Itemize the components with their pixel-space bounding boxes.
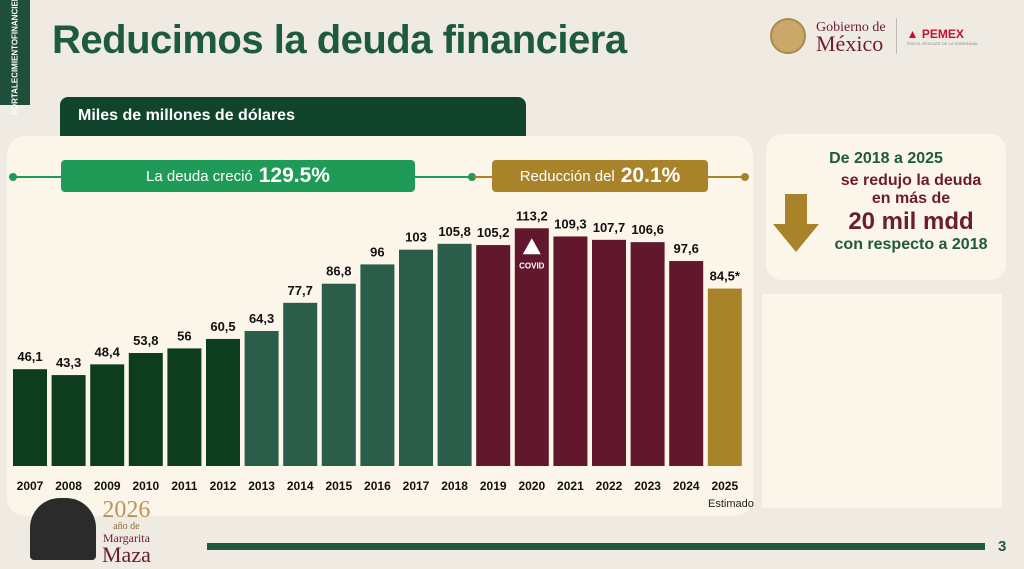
bar-2010 (128, 353, 163, 466)
x-tick-label: 2010 (132, 479, 159, 493)
x-tick-label: 2009 (94, 479, 121, 493)
growth-start-dot (9, 173, 17, 181)
page-title: Reducimos la deuda financiera (52, 18, 627, 62)
x-tick-label: 2025 (711, 479, 738, 493)
data-label: 64,3 (249, 311, 274, 326)
data-label: 97,6 (674, 241, 699, 256)
data-label: 60,5 (210, 319, 235, 334)
callout-highlight: 20 mil mdd (848, 208, 974, 235)
x-tick-label: 2011 (171, 479, 197, 493)
data-label: 86,8 (326, 264, 351, 279)
x-tick-label: 2015 (325, 479, 352, 493)
x-tick-label: 2020 (518, 479, 545, 493)
page-number: 3 (998, 538, 1007, 555)
callout-line: se redujo la deuda (840, 172, 982, 189)
data-label: 43,3 (56, 355, 81, 370)
x-tick-label: 2023 (634, 479, 661, 493)
x-tick-label: 2022 (596, 479, 623, 493)
bar-2020 (514, 228, 549, 466)
down-arrow-icon (773, 194, 819, 252)
bar-2023 (630, 242, 665, 466)
data-label: 105,2 (477, 225, 510, 240)
bar-2017 (399, 249, 433, 466)
divider (895, 18, 897, 54)
x-tick-label: 2024 (673, 479, 700, 493)
data-label: 106,6 (631, 222, 664, 237)
blank-panel (762, 294, 1002, 508)
data-label: 46,1 (17, 349, 42, 364)
gobierno-logo: Gobierno de México (816, 20, 886, 56)
data-label: 103 (405, 230, 427, 245)
bar-2011 (167, 348, 202, 466)
x-tick-label: 2007 (17, 479, 44, 493)
data-label: 96 (370, 244, 384, 259)
covid-triangle-icon (522, 238, 541, 255)
bar-2014 (283, 302, 318, 466)
data-label: 53,8 (133, 333, 158, 348)
estimate-note: Estimado (708, 498, 754, 510)
pemex-logo: ▲ PEMEX POR EL RESCATE DE LA SOBERANÍA (906, 26, 978, 46)
data-label: 113,2 (516, 208, 548, 223)
portrait-image (30, 498, 96, 560)
bar-2009 (90, 364, 125, 466)
x-tick-label: 2021 (557, 479, 584, 493)
footer-bar (207, 543, 985, 550)
callout-line: con respecto a 2018 (834, 236, 988, 253)
x-tick-label: 2012 (210, 479, 237, 493)
bar-2025 (707, 288, 742, 466)
bar-2007 (13, 369, 47, 466)
bar-2021 (553, 236, 588, 466)
data-label: 109,3 (554, 216, 587, 231)
bar-2008 (51, 375, 86, 466)
data-label: 105,8 (438, 224, 471, 239)
x-tick-label: 2019 (480, 479, 507, 493)
bar-2024 (669, 261, 704, 466)
x-tick-label: 2014 (287, 479, 314, 493)
bar-2019 (476, 245, 511, 466)
mexico-seal-icon (770, 18, 806, 54)
growth-end-dot (468, 173, 476, 181)
x-tick-label: 2016 (364, 479, 391, 493)
bar-2022 (592, 239, 626, 466)
x-tick-label: 2008 (55, 479, 82, 493)
reduction-end-dot (741, 173, 749, 181)
x-tick-label: 2013 (248, 479, 275, 493)
data-label: 48,4 (95, 344, 121, 359)
data-label: 77,7 (288, 283, 313, 298)
bar-chart: 46,1 2007 43,3 2008 48,4 2009 53,8 2010 56 2011 60… (13, 208, 742, 493)
growth-badge: La deuda creció 129.5% (61, 160, 415, 192)
data-label: 107,7 (593, 220, 626, 235)
bar-2018 (437, 243, 472, 466)
covid-annotation: COVID (519, 261, 545, 270)
callout-line: De 2018 a 2025 (829, 150, 943, 167)
bar-2013 (244, 330, 279, 466)
bar-2015 (321, 283, 356, 466)
bar-2012 (206, 338, 240, 466)
callout-line: en más de (871, 190, 951, 207)
data-label: 56 (177, 328, 191, 343)
data-label: 84,5* (710, 269, 741, 284)
x-tick-label: 2017 (403, 479, 430, 493)
x-tick-label: 2018 (441, 479, 468, 493)
bar-2016 (360, 264, 395, 466)
reduction-badge: Reducción del 20.1% (492, 160, 708, 192)
logos: Gobierno de México ▲ PEMEX POR EL RESCATE … (770, 18, 978, 56)
unit-label: Miles de millones de dólares (60, 97, 526, 141)
